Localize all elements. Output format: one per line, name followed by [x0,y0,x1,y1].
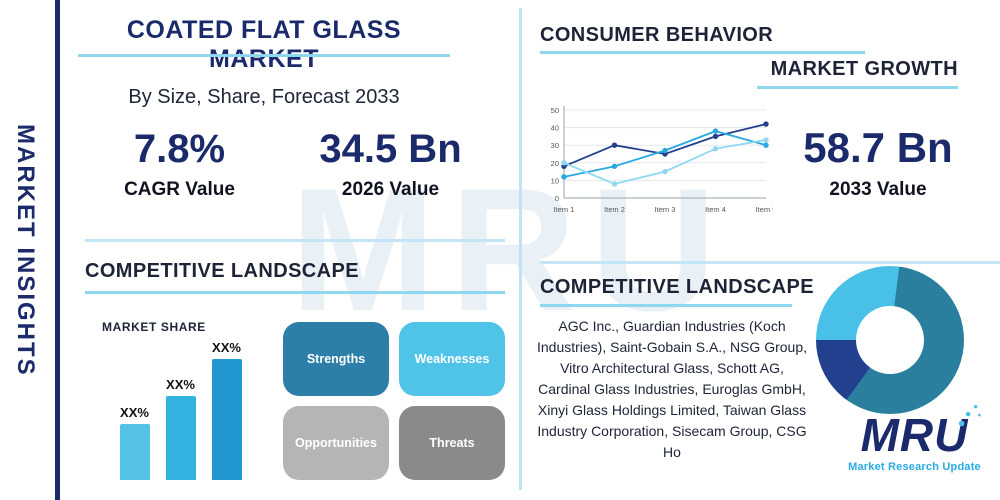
companies-list: AGC Inc., Guardian Industries (Koch Indu… [536,318,807,460]
competitor-donut-chart [816,266,964,414]
consumer-behavior-underline [540,51,865,54]
mru-logo-tagline: Market Research Update [848,461,981,473]
svg-text:30: 30 [551,141,559,150]
svg-text:10: 10 [551,176,559,185]
market-growth-line-chart: 0 10 20 30 40 50 Item 1 Item 2 Item 3 Item 4 Item … [538,100,773,225]
market-share-label: MARKET SHARE [102,320,206,334]
value-2026: 34.5 Bn [319,127,462,171]
value-2033: 58.7 Bn [803,124,953,171]
right-horizontal-divider [540,261,1000,264]
donut-hole [855,305,925,375]
page-subtitle: By Size, Share, Forecast 2033 [128,86,400,108]
swot-cell: Threats [399,406,505,480]
swot-grid: Strengths Weaknesses Opportunities Threa… [283,322,505,480]
competitive-landscape-left-title: COMPETITIVE LANDSCAPE [85,260,359,282]
market-share-bar [165,396,196,480]
swot-weaknesses-label: Weaknesses [414,352,490,366]
value-2026-stat: 34.5 Bn 2026 Value [298,128,483,201]
swot-cell: Weaknesses [399,322,505,396]
mru-logo: MRU Market Research Update [832,404,997,473]
left-horizontal-divider [85,239,505,242]
market-insights-vertical-label: MARKET INSIGHTS [12,123,39,377]
mru-logo-row: MRU [860,404,982,461]
watermark: MRU [290,153,731,348]
title-underline [78,54,450,57]
svg-text:Item 2: Item 2 [604,205,625,214]
market-growth-underline [757,86,958,89]
bar-column: XX% [211,340,242,480]
svg-text:40: 40 [551,124,559,133]
market-growth-title: MARKET GROWTH [770,58,958,80]
swot-opportunities-label: Opportunities [295,436,377,450]
value-2033-stat: 58.7 Bn 2033 Value [788,124,968,201]
market-share-bar [119,424,150,480]
market-share-bar-chart: XX% XX% XX% [98,330,263,480]
logo-splash-icon [959,404,982,427]
bar-value-label: XX% [166,377,195,392]
left-vertical-rule [55,0,60,500]
market-growth-chart-svg: 0 10 20 30 40 50 Item 1 Item 2 Item 3 Item 4 Item … [551,106,773,214]
swot-cell: Opportunities [283,406,389,480]
page-title: COATED FLAT GLASS MARKET [126,16,402,73]
cagr-stat: 7.8% CAGR Value [92,128,267,201]
consumer-behavior-title: CONSUMER BEHAVIOR [540,24,774,46]
svg-text:Item 1: Item 1 [554,205,575,214]
cagr-label: CAGR Value [124,179,235,200]
market-share-bar [211,359,242,480]
bar-value-label: XX% [212,340,241,355]
svg-text:Item 5: Item 5 [756,205,773,214]
bar-column: XX% [119,405,150,480]
swot-strengths-label: Strengths [306,352,366,366]
bar-column: XX% [165,377,196,480]
mru-logo-text: MRU [860,409,969,461]
competitive-landscape-left-underline [85,291,505,294]
value-2033-label: 2033 Value [829,179,927,201]
svg-text:50: 50 [551,106,559,115]
value-2026-label: 2026 Value [341,179,440,200]
competitive-landscape-right-title: COMPETITIVE LANDSCAPE [540,276,814,298]
swot-threats-label: Threats [429,436,475,450]
svg-text:Item 4: Item 4 [705,205,726,214]
cagr-value: 7.8% [133,127,226,171]
swot-cell: Strengths [283,322,389,396]
competitive-landscape-right-underline [540,304,792,307]
svg-text:20: 20 [551,159,559,168]
svg-text:Item 3: Item 3 [655,205,676,214]
bar-value-label: XX% [120,405,149,420]
center-vertical-divider [519,8,522,490]
svg-text:0: 0 [555,194,559,203]
